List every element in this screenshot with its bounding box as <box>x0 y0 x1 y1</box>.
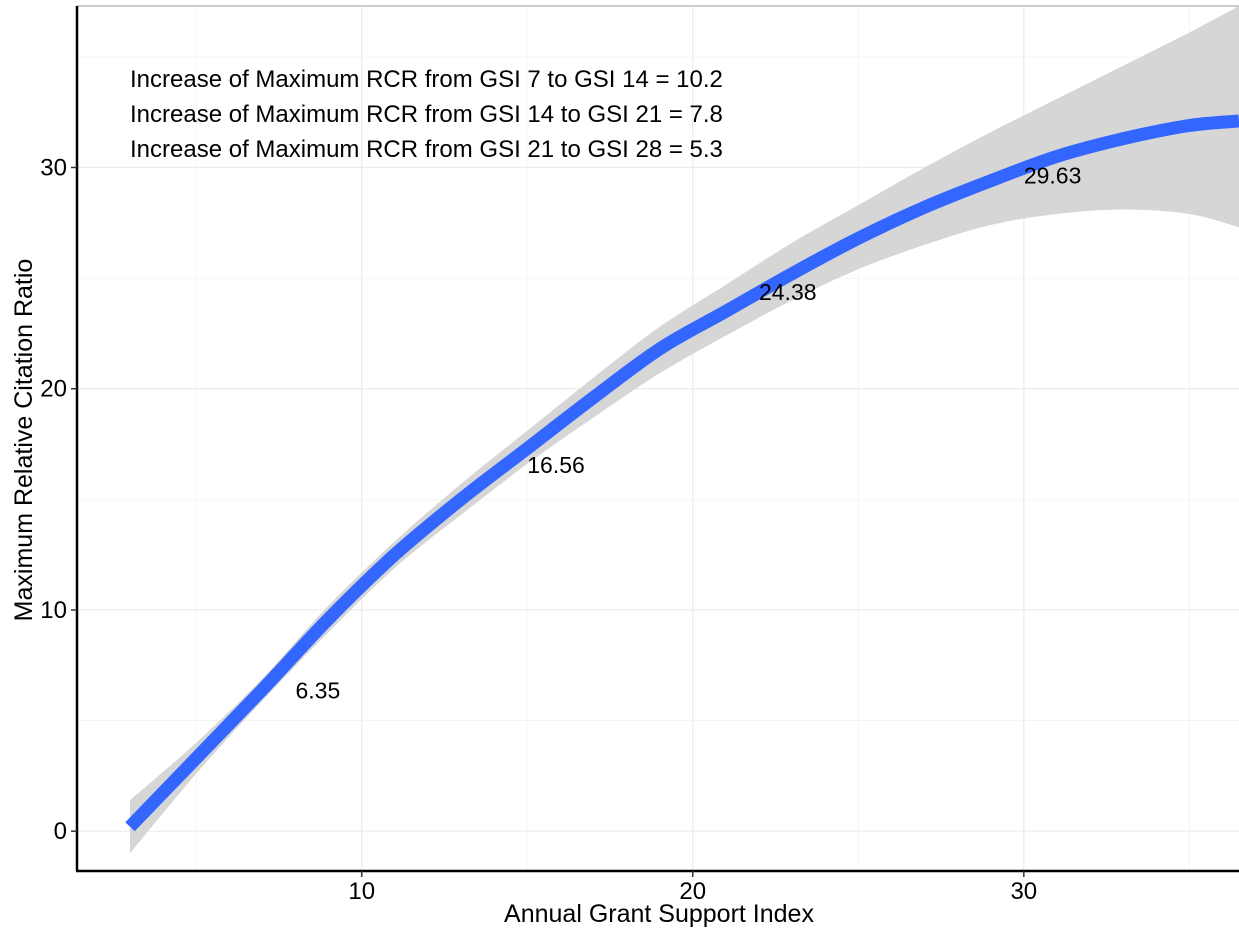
data-label: 29.63 <box>1024 163 1082 189</box>
confidence-band <box>130 6 1239 854</box>
point-labels: 6.35 16.56 24.38 29.63 <box>295 163 1081 704</box>
x-tick-label: 20 <box>679 878 706 905</box>
data-label: 24.38 <box>759 279 817 305</box>
data-label: 16.56 <box>527 452 585 478</box>
y-tick-label: 30 <box>40 154 67 181</box>
x-tick-label: 10 <box>348 878 375 905</box>
annotations: Increase of Maximum RCR from GSI 7 to GS… <box>130 66 723 163</box>
ticks: 10 20 30 0 10 20 30 <box>40 154 1037 905</box>
annotation-line-1: Increase of Maximum RCR from GSI 7 to GS… <box>130 66 723 93</box>
annotation-line-2: Increase of Maximum RCR from GSI 14 to G… <box>130 101 723 128</box>
x-tick-label: 30 <box>1010 878 1037 905</box>
x-axis-title: Annual Grant Support Index <box>504 900 814 928</box>
y-axis-title: Maximum Relative Citation Ratio <box>10 259 38 622</box>
grid <box>77 5 1239 871</box>
y-tick-label: 20 <box>40 376 67 403</box>
axes <box>75 6 1239 873</box>
fitted-line <box>125 114 1239 832</box>
annotation-line-3: Increase of Maximum RCR from GSI 21 to G… <box>130 136 723 163</box>
y-tick-label: 10 <box>40 597 67 624</box>
data-label: 6.35 <box>295 678 340 704</box>
y-tick-label: 0 <box>54 818 67 845</box>
